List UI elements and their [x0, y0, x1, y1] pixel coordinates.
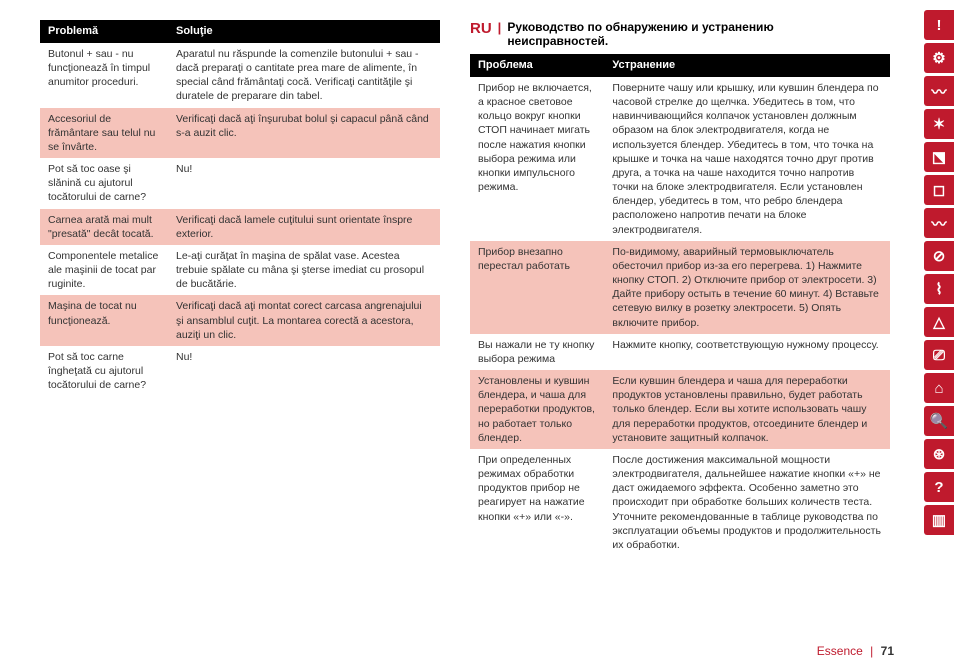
separator-bar: |	[498, 20, 502, 35]
sidebar-tab-icon[interactable]: ⊛	[924, 439, 954, 469]
cell-solution: Aparatul nu răspunde la comenzile butonu…	[168, 43, 440, 108]
sidebar-tab-icon[interactable]: ◻	[924, 175, 954, 205]
table-row: Pot să toc oase şi slănină cu ajutorul t…	[40, 158, 440, 209]
sidebar-tab-icon[interactable]: ⊘	[924, 241, 954, 271]
sidebar-tab-icon[interactable]: ⬔	[924, 142, 954, 172]
footer-bar: |	[870, 644, 873, 658]
cell-solution: После достижения максимальной мощности э…	[604, 449, 890, 556]
cell-solution: Nu!	[168, 346, 440, 397]
cell-solution: Nu!	[168, 158, 440, 209]
table-row: Accesoriul de frământare sau telul nu se…	[40, 108, 440, 159]
cell-problem: Вы нажали не ту кнопку выбора режима	[470, 334, 604, 370]
sidebar-tab-icon[interactable]: ⚙	[924, 43, 954, 73]
sidebar-tab-icon[interactable]: 🔍	[924, 406, 954, 436]
cell-problem: Установлены и кувшин блендера, и чаша дл…	[470, 370, 604, 449]
cell-solution: Нажмите кнопку, соответствующую нужному …	[604, 334, 890, 370]
sidebar-tab-icon[interactable]: ⌂	[924, 373, 954, 403]
sidebar-tab-icon[interactable]: !	[924, 10, 954, 40]
manual-page: Problemă Soluţie Butonul + sau - nu func…	[0, 0, 954, 576]
cell-problem: Componentele metalice ale maşinii de toc…	[40, 245, 168, 296]
sidebar-tab-icon[interactable]: ?	[924, 472, 954, 502]
troubleshoot-table-ru: Проблема Устранение Прибор не включается…	[470, 54, 890, 556]
table-row: Установлены и кувшин блендера, и чаша дл…	[470, 370, 890, 449]
sidebar-tab-icon[interactable]: 〰	[924, 76, 954, 106]
col-header-solution: Soluţie	[168, 20, 440, 43]
cell-solution: Verificaţi dacă aţi montat corect carcas…	[168, 295, 440, 346]
col-header-solution: Устранение	[604, 54, 890, 77]
sidebar-tab-icon[interactable]: ⌇	[924, 274, 954, 304]
table-row: Butonul + sau - nu funcţionează în timpu…	[40, 43, 440, 108]
sidebar-tab-icon[interactable]: △	[924, 307, 954, 337]
table-row: Прибор не включается, а красное световое…	[470, 77, 890, 241]
table-row: Componentele metalice ale maşinii de toc…	[40, 245, 440, 296]
cell-problem: Прибор не включается, а красное световое…	[470, 77, 604, 241]
table-row: Прибор внезапно перестал работатьПо-види…	[470, 241, 890, 334]
cell-problem: Maşina de tocat nu funcţionează.	[40, 295, 168, 346]
sidebar-tab-icon[interactable]: 〰	[924, 208, 954, 238]
cell-problem: Accesoriul de frământare sau telul nu se…	[40, 108, 168, 159]
section-heading-ru: RU | Руководство по обнаружению и устран…	[470, 20, 890, 48]
cell-problem: Carnea arată mai mult "presată" decât to…	[40, 209, 168, 245]
table-row: Вы нажали не ту кнопку выбора режимаНажм…	[470, 334, 890, 370]
lang-code: RU	[470, 20, 492, 37]
col-header-problem: Problemă	[40, 20, 168, 43]
page-footer: Essence | 71	[817, 644, 894, 658]
cell-problem: Butonul + sau - nu funcţionează în timpu…	[40, 43, 168, 108]
sidebar-tab-icon[interactable]: ✶	[924, 109, 954, 139]
right-column: RU | Руководство по обнаружению и устран…	[470, 20, 890, 556]
cell-problem: Прибор внезапно перестал работать	[470, 241, 604, 334]
col-header-problem: Проблема	[470, 54, 604, 77]
cell-solution: Verificaţi dacă lamele cuţitului sunt or…	[168, 209, 440, 245]
table-row: Pot să toc carne îngheţată cu ajutorul t…	[40, 346, 440, 397]
cell-solution: Verificaţi dacă aţi înşurubat bolul şi c…	[168, 108, 440, 159]
cell-problem: При определенных режимах обработки проду…	[470, 449, 604, 556]
cell-solution: Если кувшин блендера и чаша для перерабо…	[604, 370, 890, 449]
cell-solution: По-видимому, аварийный термовыключатель …	[604, 241, 890, 334]
sidebar-tab-icon[interactable]: ▥	[924, 505, 954, 535]
cell-problem: Pot să toc carne îngheţată cu ajutorul t…	[40, 346, 168, 397]
cell-problem: Pot să toc oase şi slănină cu ajutorul t…	[40, 158, 168, 209]
table-row: Maşina de tocat nu funcţionează.Verifica…	[40, 295, 440, 346]
cell-solution: Поверните чашу или крышку, или кувшин бл…	[604, 77, 890, 241]
left-column: Problemă Soluţie Butonul + sau - nu func…	[40, 20, 440, 556]
sidebar-tabs: !⚙〰✶⬔◻〰⊘⌇△⎚⌂🔍⊛?▥	[924, 10, 954, 535]
troubleshoot-table-ro: Problemă Soluţie Butonul + sau - nu func…	[40, 20, 440, 396]
table-row: При определенных режимах обработки проду…	[470, 449, 890, 556]
page-number: 71	[881, 644, 894, 658]
series-name: Essence	[817, 644, 863, 658]
sidebar-tab-icon[interactable]: ⎚	[924, 340, 954, 370]
table-row: Carnea arată mai mult "presată" decât to…	[40, 209, 440, 245]
section-title: Руководство по обнаружению и устранению …	[507, 20, 847, 48]
cell-solution: Le-aţi curăţat în maşina de spălat vase.…	[168, 245, 440, 296]
